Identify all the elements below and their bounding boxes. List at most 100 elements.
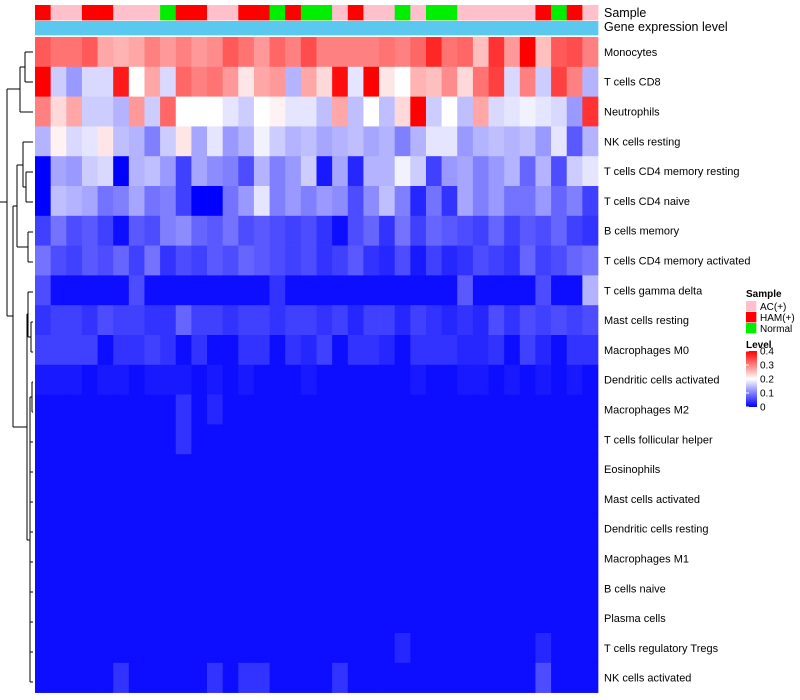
heatmap-cell: [394, 66, 411, 97]
heatmap-cell: [191, 275, 208, 306]
heatmap-cell: [66, 424, 83, 455]
heatmap-cell: [566, 573, 583, 604]
legend-sample-label: AC(+): [760, 302, 786, 313]
heatmap-cell: [66, 156, 83, 187]
heatmap-cell: [160, 573, 177, 604]
sample-annotation-cell: [488, 5, 505, 21]
heatmap-cell: [425, 245, 442, 276]
heatmap-cell: [285, 37, 302, 68]
heatmap-cell: [269, 633, 286, 664]
sample-annotation-cell: [81, 5, 98, 21]
heatmap-cell: [519, 245, 536, 276]
heatmap-cell: [472, 126, 489, 157]
heatmap-cell: [379, 603, 396, 634]
heatmap-cell: [504, 215, 521, 246]
heatmap-cell: [332, 543, 349, 574]
heatmap-cell: [238, 424, 255, 455]
heatmap-cell: [457, 96, 474, 127]
sample-annotation-cell: [472, 5, 489, 21]
heatmap-cell: [35, 215, 51, 246]
heatmap-cell: [504, 513, 521, 544]
heatmap-cell: [582, 424, 599, 455]
heatmap-cell: [441, 454, 458, 485]
heatmap-cell: [238, 156, 255, 187]
heatmap-cell: [551, 603, 568, 634]
heatmap-cell: [300, 633, 317, 664]
heatmap-cell: [253, 424, 270, 455]
heatmap-cell: [253, 543, 270, 574]
heatmap-cell: [66, 573, 83, 604]
heatmap-cell: [441, 275, 458, 306]
row-label: B cells memory: [604, 226, 680, 238]
heatmap-cell: [191, 454, 208, 485]
heatmap-cell: [535, 364, 552, 395]
heatmap-cell: [97, 96, 114, 127]
heatmap-cell: [160, 275, 177, 306]
heatmap-cell: [113, 543, 130, 574]
heatmap-cell: [410, 126, 427, 157]
heatmap-cell: [551, 186, 568, 217]
heatmap-cell: [97, 424, 114, 455]
heatmap-cell: [472, 364, 489, 395]
legend: Sample AC(+)HAM(+)Normal Level 0.4 0.3 0.2…: [746, 289, 795, 414]
heatmap-cell: [410, 245, 427, 276]
heatmap-cell: [566, 96, 583, 127]
heatmap-cell: [379, 424, 396, 455]
heatmap-cell: [457, 364, 474, 395]
sample-annotation-cell: [66, 5, 83, 21]
heatmap-cell: [504, 305, 521, 336]
heatmap-cell: [160, 424, 177, 455]
heatmap-cell: [144, 245, 161, 276]
heatmap-cell: [535, 96, 552, 127]
heatmap-cell: [472, 215, 489, 246]
heatmap-cell: [222, 513, 239, 544]
heatmap-cell: [238, 215, 255, 246]
row-dendrogram: [0, 51, 33, 683]
heatmap-cell: [300, 156, 317, 187]
sample-annotation-cell: [97, 5, 114, 21]
heatmap-cell: [66, 305, 83, 336]
heatmap-cell: [128, 126, 145, 157]
heatmap-cell: [582, 275, 599, 306]
heatmap-cell: [566, 275, 583, 306]
heatmap-cell: [238, 603, 255, 634]
heatmap-cell: [285, 573, 302, 604]
heatmap-cell: [332, 305, 349, 336]
heatmap-cell: [519, 513, 536, 544]
heatmap-cell: [410, 633, 427, 664]
heatmap-cell: [441, 424, 458, 455]
heatmap-cell: [113, 215, 130, 246]
heatmap-cell: [504, 275, 521, 306]
heatmap-cell: [160, 66, 177, 97]
heatmap-cell: [253, 603, 270, 634]
sample-annotation-cell: [300, 5, 317, 21]
heatmap-cell: [457, 424, 474, 455]
sample-annotation-cell: [410, 5, 427, 21]
heatmap-cell: [269, 66, 286, 97]
heatmap-cell: [394, 156, 411, 187]
heatmap-cell: [191, 37, 208, 68]
heatmap-cell: [394, 394, 411, 425]
heatmap-cell: [504, 543, 521, 574]
heatmap-cell: [535, 543, 552, 574]
heatmap-cell: [128, 573, 145, 604]
sample-annotation-cell: [50, 5, 67, 21]
heatmap-cell: [551, 335, 568, 366]
heatmap-cell: [128, 424, 145, 455]
heatmap-cell: [160, 335, 177, 366]
heatmap-cell: [519, 364, 536, 395]
heatmap-cell: [35, 424, 51, 455]
heatmap-cell: [425, 662, 442, 693]
heatmap-cell: [253, 126, 270, 157]
heatmap-cell: [566, 335, 583, 366]
heatmap-cell: [66, 484, 83, 515]
heatmap-cell: [66, 215, 83, 246]
heatmap-cell: [113, 633, 130, 664]
heatmap-cell: [175, 662, 192, 693]
heatmap-cell: [488, 573, 505, 604]
heatmap-cell: [128, 335, 145, 366]
heatmap-cell: [113, 573, 130, 604]
heatmap-cell: [66, 633, 83, 664]
heatmap-cell: [379, 573, 396, 604]
heatmap-cell: [81, 66, 98, 97]
